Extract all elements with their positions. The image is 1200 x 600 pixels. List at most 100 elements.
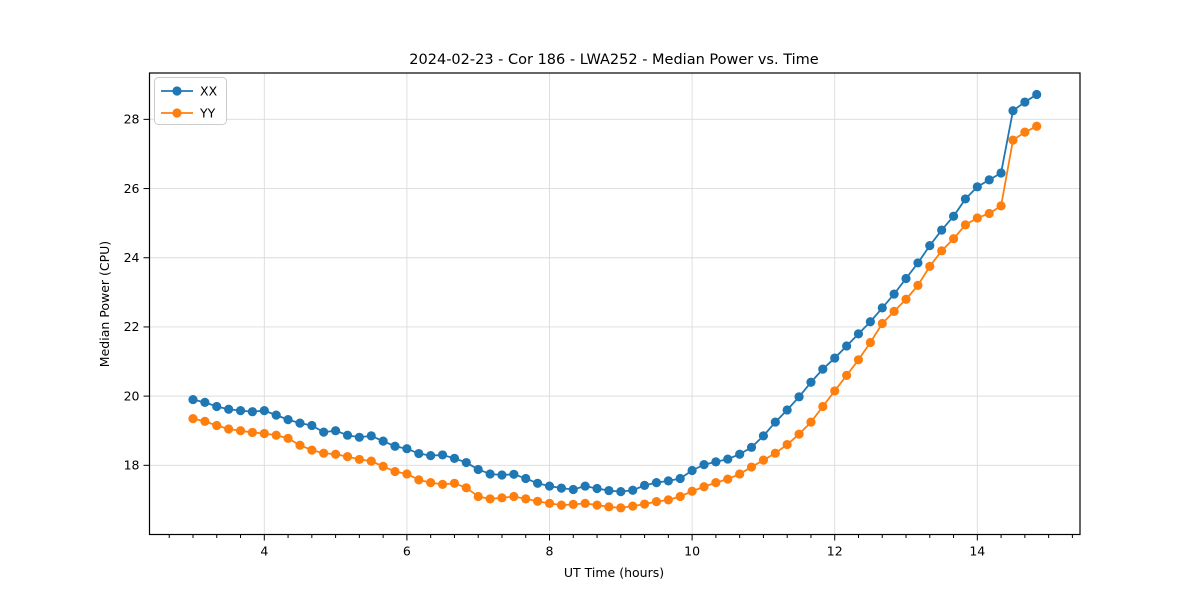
data-point-yy (996, 201, 1006, 211)
data-point-xx (319, 427, 329, 437)
data-point-yy (437, 479, 448, 489)
data-point-xx (901, 273, 911, 284)
data-point-xx (188, 394, 198, 405)
data-point-xx (675, 473, 685, 484)
data-point-xx (746, 442, 757, 452)
data-point-yy (948, 234, 959, 244)
data-point-yy (521, 494, 531, 504)
data-point-yy (639, 499, 650, 509)
data-point-yy (331, 449, 341, 459)
data-point-xx (865, 317, 875, 327)
data-point-xx (533, 478, 543, 488)
data-point-yy (509, 491, 519, 502)
data-point-yy (735, 469, 745, 479)
data-point-xx (616, 487, 626, 497)
data-point-xx (449, 453, 460, 463)
data-point-xx (913, 258, 923, 268)
legend-label-xx: XX (200, 83, 218, 98)
data-point-xx (853, 329, 864, 339)
data-point-yy (818, 401, 828, 412)
data-point-yy (342, 452, 353, 462)
data-point-yy (675, 491, 685, 502)
data-point-yy (663, 495, 673, 505)
data-point-yy (616, 503, 626, 513)
plot-border (148, 72, 1081, 536)
data-point-yy (842, 370, 852, 380)
data-point-xx (485, 469, 495, 479)
data-point-yy (485, 494, 495, 504)
axis-tick-layer: 4 6 8 10 12 14 18 20 22 24 26 28 (124, 112, 1073, 559)
chart-title: 2024-02-23 - Cor 186 - LWA252 - Median P… (409, 52, 818, 68)
data-point-yy (366, 456, 376, 466)
data-point-xx (984, 175, 994, 185)
data-point-yy (794, 429, 804, 439)
data-point-yy (782, 439, 792, 450)
data-point-yy (984, 208, 994, 219)
data-point-xx (628, 485, 638, 495)
data-point-xx (960, 194, 971, 204)
data-point-yy (937, 246, 947, 256)
data-point-xx (663, 476, 673, 486)
data-point-yy (295, 440, 305, 450)
data-point-yy (604, 502, 614, 512)
data-point-xx (212, 401, 222, 412)
data-point-yy (972, 213, 982, 223)
data-point-xx (366, 431, 376, 441)
data-point-yy (556, 500, 567, 510)
data-point-yy (414, 475, 424, 485)
data-point-xx (723, 454, 733, 464)
data-point-xx (473, 464, 483, 475)
data-point-xx (592, 483, 602, 494)
data-point-xx (651, 478, 662, 488)
data-point-xx (426, 451, 436, 461)
grid-layer (149, 73, 1080, 535)
data-point-yy (235, 426, 246, 436)
y-tick-label: 28 (124, 112, 140, 127)
data-point-yy (283, 433, 293, 443)
data-point-xx (247, 407, 257, 417)
x-tick-label: 10 (684, 544, 700, 559)
data-point-yy (200, 416, 210, 426)
data-point-yy (758, 455, 769, 465)
data-point-yy (188, 414, 198, 424)
data-point-yy (877, 318, 887, 329)
data-point-yy (224, 424, 234, 434)
y-axis-label: Median Power (CPU) (97, 241, 112, 367)
data-point-yy (212, 420, 222, 431)
data-point-xx (283, 415, 293, 425)
data-point-xx (354, 432, 364, 442)
legend-label-yy: YY (199, 105, 216, 120)
data-point-xx (639, 480, 650, 490)
data-point-yy (865, 337, 875, 348)
data-point-xx (461, 457, 471, 468)
data-point-xx (925, 241, 935, 251)
legend: XX YY (154, 77, 227, 125)
data-point-yy (592, 500, 602, 510)
x-tick-label: 12 (827, 544, 843, 559)
data-point-yy (1020, 127, 1030, 137)
data-point-yy (568, 499, 578, 509)
legend-item-xx: XX (161, 83, 218, 98)
data-point-yy (271, 430, 281, 440)
data-point-xx (735, 449, 745, 459)
data-point-xx (996, 168, 1006, 178)
data-point-xx (842, 341, 852, 351)
x-tick-label: 8 (546, 544, 554, 559)
data-point-yy (960, 220, 971, 230)
y-tick-label: 24 (124, 250, 140, 265)
data-point-xx (544, 481, 555, 491)
data-point-yy (651, 497, 662, 507)
data-point-yy (354, 454, 364, 465)
data-point-xx (271, 410, 281, 420)
data-point-xx (331, 426, 341, 436)
data-point-xx (342, 430, 353, 440)
y-tick-label: 20 (124, 388, 140, 403)
legend-marker-yy (172, 108, 182, 118)
data-point-xx (224, 404, 234, 414)
data-point-xx (259, 406, 269, 416)
y-tick-label: 22 (124, 319, 140, 334)
data-point-xx (235, 406, 246, 416)
data-point-yy (901, 294, 911, 304)
data-point-yy (853, 355, 864, 365)
data-point-xx (687, 465, 697, 476)
